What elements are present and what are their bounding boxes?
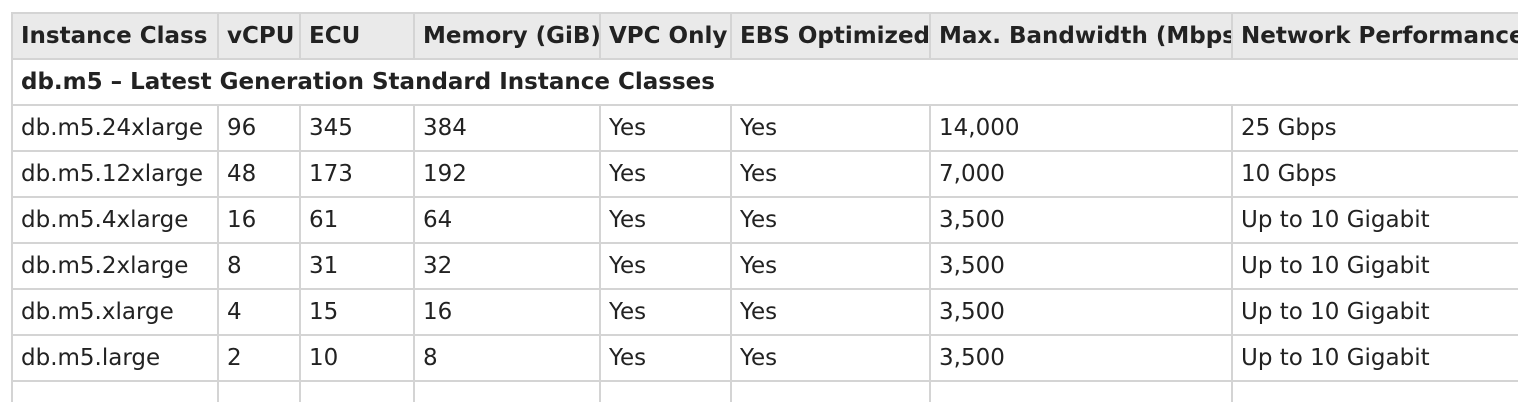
- cell-network-performance: 10 Gbps: [1231, 150, 1518, 198]
- cell-memory: 32: [413, 242, 601, 290]
- table-row-partial: [11, 380, 1518, 402]
- table-row: db.m5.24xlarge 96 345 384 Yes Yes 14,000…: [11, 104, 1518, 152]
- cell-vcpu: 96: [217, 104, 301, 152]
- table-row: db.m5.12xlarge 48 173 192 Yes Yes 7,000 …: [11, 150, 1518, 198]
- cell-ecu: 61: [299, 196, 415, 244]
- cell-network-performance: 25 Gbps: [1231, 104, 1518, 152]
- cell-instance-class: db.m5.2xlarge: [11, 242, 219, 290]
- cell-instance-class: db.m5.24xlarge: [11, 104, 219, 152]
- cell-empty: [730, 380, 931, 402]
- column-header-ecu: ECU: [299, 12, 415, 60]
- table-row: db.m5.large 2 10 8 Yes Yes 3,500 Up to 1…: [11, 334, 1518, 382]
- cell-memory: 192: [413, 150, 601, 198]
- cell-vpc-only: Yes: [599, 150, 732, 198]
- cell-ebs-optimized: Yes: [730, 150, 931, 198]
- cell-ecu: 31: [299, 242, 415, 290]
- cell-vpc-only: Yes: [599, 242, 732, 290]
- cell-max-bandwidth: 3,500: [929, 288, 1233, 336]
- cell-max-bandwidth: 14,000: [929, 104, 1233, 152]
- cell-ebs-optimized: Yes: [730, 196, 931, 244]
- group-row: db.m5 – Latest Generation Standard Insta…: [11, 58, 1518, 106]
- cell-vcpu: 48: [217, 150, 301, 198]
- cell-ecu: 10: [299, 334, 415, 382]
- cell-ecu: 345: [299, 104, 415, 152]
- cell-instance-class: db.m5.12xlarge: [11, 150, 219, 198]
- cell-ebs-optimized: Yes: [730, 242, 931, 290]
- column-header-network-performance: Network Performance: [1231, 12, 1518, 60]
- instance-classes-table-container: Instance Class vCPU ECU Memory (GiB) VPC…: [11, 12, 1518, 412]
- cell-vpc-only: Yes: [599, 288, 732, 336]
- instance-classes-table: Instance Class vCPU ECU Memory (GiB) VPC…: [11, 12, 1518, 402]
- cell-empty: [11, 380, 219, 402]
- cell-vpc-only: Yes: [599, 104, 732, 152]
- cell-ecu: 173: [299, 150, 415, 198]
- cell-instance-class: db.m5.4xlarge: [11, 196, 219, 244]
- cell-empty: [1231, 380, 1518, 402]
- cell-empty: [299, 380, 415, 402]
- cell-empty: [929, 380, 1233, 402]
- cell-network-performance: Up to 10 Gigabit: [1231, 242, 1518, 290]
- cell-vcpu: 4: [217, 288, 301, 336]
- cell-vpc-only: Yes: [599, 196, 732, 244]
- cell-empty: [599, 380, 732, 402]
- table-header-row: Instance Class vCPU ECU Memory (GiB) VPC…: [11, 12, 1518, 60]
- cell-ebs-optimized: Yes: [730, 334, 931, 382]
- cell-memory: 384: [413, 104, 601, 152]
- column-header-max-bandwidth: Max. Bandwidth (Mbps): [929, 12, 1233, 60]
- cell-network-performance: Up to 10 Gigabit: [1231, 288, 1518, 336]
- cell-max-bandwidth: 3,500: [929, 196, 1233, 244]
- table-row: db.m5.4xlarge 16 61 64 Yes Yes 3,500 Up …: [11, 196, 1518, 244]
- cell-max-bandwidth: 7,000: [929, 150, 1233, 198]
- cell-ebs-optimized: Yes: [730, 288, 931, 336]
- cell-ebs-optimized: Yes: [730, 104, 931, 152]
- column-header-ebs-optimized: EBS Optimized: [730, 12, 931, 60]
- cell-instance-class: db.m5.xlarge: [11, 288, 219, 336]
- cell-memory: 8: [413, 334, 601, 382]
- cell-network-performance: Up to 10 Gigabit: [1231, 196, 1518, 244]
- cell-vcpu: 16: [217, 196, 301, 244]
- cell-vpc-only: Yes: [599, 334, 732, 382]
- cell-instance-class: db.m5.large: [11, 334, 219, 382]
- cell-network-performance: Up to 10 Gigabit: [1231, 334, 1518, 382]
- table-row: db.m5.xlarge 4 15 16 Yes Yes 3,500 Up to…: [11, 288, 1518, 336]
- cell-max-bandwidth: 3,500: [929, 334, 1233, 382]
- column-header-vcpu: vCPU: [217, 12, 301, 60]
- cell-ecu: 15: [299, 288, 415, 336]
- cell-max-bandwidth: 3,500: [929, 242, 1233, 290]
- cell-memory: 16: [413, 288, 601, 336]
- column-header-vpc-only: VPC Only: [599, 12, 732, 60]
- cell-vcpu: 8: [217, 242, 301, 290]
- group-label: db.m5 – Latest Generation Standard Insta…: [11, 58, 1518, 106]
- column-header-memory: Memory (GiB): [413, 12, 601, 60]
- cell-vcpu: 2: [217, 334, 301, 382]
- column-header-instance-class: Instance Class: [11, 12, 219, 60]
- cell-memory: 64: [413, 196, 601, 244]
- cell-empty: [413, 380, 601, 402]
- table-row: db.m5.2xlarge 8 31 32 Yes Yes 3,500 Up t…: [11, 242, 1518, 290]
- cell-empty: [217, 380, 301, 402]
